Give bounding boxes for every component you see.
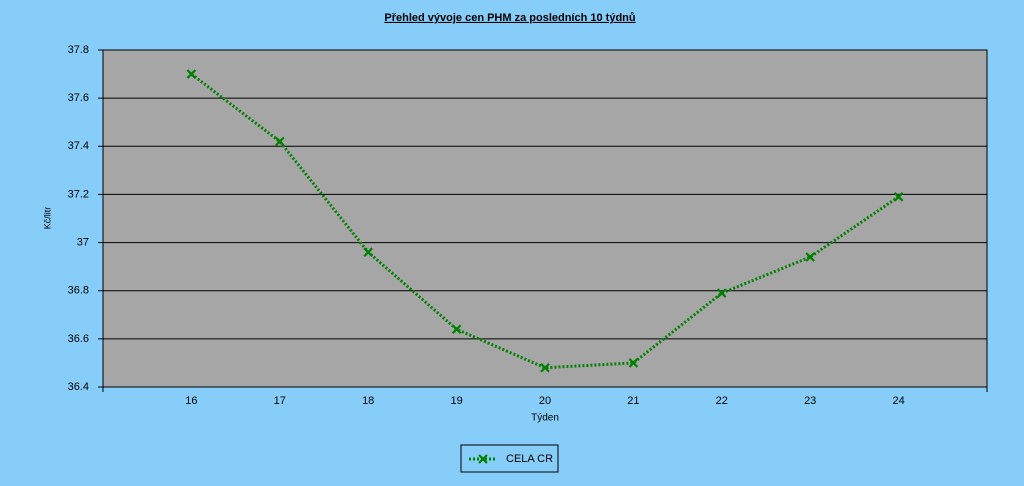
y-tick-label: 36.6 (68, 333, 89, 345)
x-tick-label: 19 (450, 395, 462, 407)
marker (363, 247, 373, 257)
legend-label: CELA CR (506, 453, 553, 465)
y-tick-label: 37 (77, 236, 89, 248)
marker (478, 454, 488, 464)
marker (451, 324, 462, 335)
x-tick-label: 22 (716, 395, 728, 407)
x-tick-label: 21 (627, 395, 639, 407)
y-tick-label: 37.4 (68, 140, 89, 152)
marker (717, 288, 727, 298)
x-tick-label: 16 (185, 395, 197, 407)
plot-area (102, 49, 988, 388)
x-axis-label: Týden (531, 413, 559, 424)
y-tick-label: 36.4 (68, 381, 89, 393)
y-tick-label: 37.2 (68, 188, 89, 200)
x-tick-label: 20 (539, 395, 551, 407)
marker (805, 252, 815, 262)
x-tick-label: 17 (274, 395, 286, 407)
marker (628, 358, 639, 368)
marker (186, 69, 197, 79)
y-tick-label: 37.8 (68, 44, 89, 56)
marker (275, 136, 285, 147)
marker (893, 192, 904, 202)
y-axis-label: Kč/litr (42, 207, 52, 230)
y-tick-label: 36.8 (68, 285, 89, 297)
marker (540, 362, 550, 373)
x-tick-label: 23 (804, 395, 816, 407)
y-tick-label: 37.6 (68, 92, 89, 104)
chart-title: Přehled vývoje cen PHM za posledních 10 … (384, 12, 635, 24)
x-tick-label: 18 (362, 395, 374, 407)
legend (460, 444, 559, 473)
x-tick-label: 24 (892, 395, 904, 407)
